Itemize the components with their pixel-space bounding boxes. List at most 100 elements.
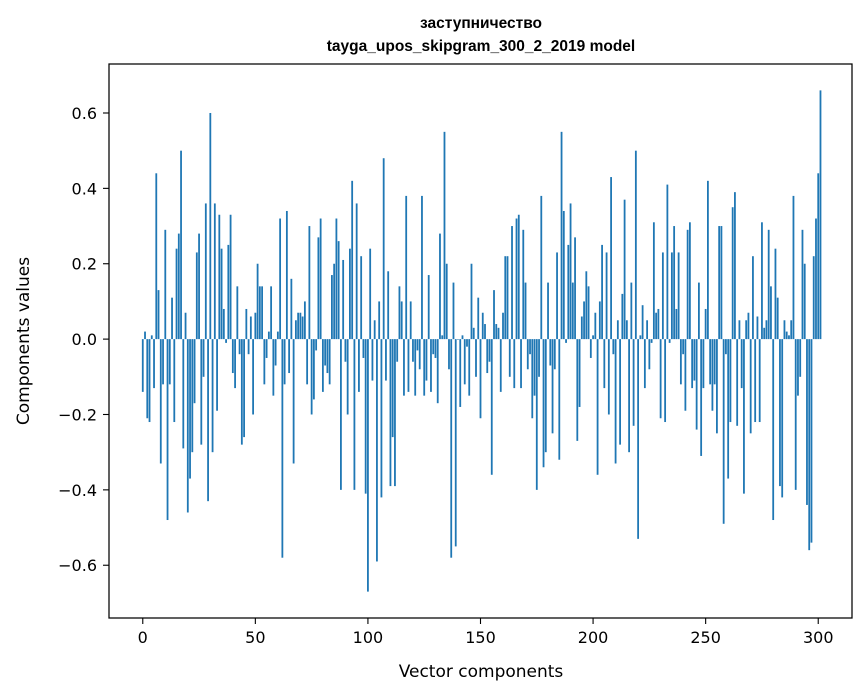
bar [637,339,640,539]
bar [416,339,419,351]
bar [409,301,412,340]
bar [387,271,390,340]
bar [490,339,493,475]
bar [792,195,795,340]
bar [709,339,712,385]
bar [400,301,403,340]
bar [249,316,252,340]
chart-title: заступничество [420,15,542,32]
bar [423,339,426,396]
bar [405,195,408,340]
bar [439,233,441,340]
bar [204,203,207,340]
bar [788,335,790,340]
bar [436,339,439,404]
bar [461,335,464,340]
x-axis-ticks: 0 50 100 150 200 250 300 [138,618,834,647]
bar [141,339,144,392]
bar [308,226,311,340]
bar [790,320,793,340]
bar [457,339,459,340]
bar [421,195,423,340]
bar [713,339,716,385]
bar [515,218,518,340]
bar [218,214,221,340]
bar [454,339,457,547]
bar [668,339,671,343]
bar [551,339,554,434]
bar [628,339,630,453]
bar [743,339,745,494]
bar [562,210,565,340]
bar [504,256,507,340]
bar [299,312,302,340]
bar [819,90,822,340]
bar [202,339,205,377]
bar [607,339,610,415]
bar [533,339,536,396]
bar [540,195,543,340]
bar [625,320,628,340]
bar [547,282,549,340]
bar [601,244,603,340]
bar [810,339,813,543]
bar [450,339,453,558]
bar [556,252,558,340]
bar [367,339,369,592]
bar [466,339,468,347]
bar [781,339,784,498]
bar [342,259,345,340]
bar [355,203,358,340]
bar [736,339,739,426]
bar [240,339,243,445]
bar [684,339,687,411]
bar [797,339,799,396]
bar [612,339,615,355]
bar [432,339,435,355]
bar [517,214,520,340]
bar [382,158,385,340]
bar [380,339,383,498]
bar [360,256,363,340]
bar [745,320,748,340]
bar [495,324,498,340]
bar [274,339,277,366]
bar [211,339,214,453]
bar [553,339,556,370]
bar [150,335,153,340]
bar [538,339,540,377]
bar [315,339,318,351]
bar [765,320,768,340]
bar [670,252,673,340]
bar [276,331,279,340]
bar [173,339,176,423]
bar [643,339,646,389]
bar [191,339,194,453]
bar [720,226,723,340]
bar [567,244,570,340]
bar [704,308,707,340]
bar [263,339,266,385]
bar [803,263,806,340]
bar [358,339,360,392]
bar [441,335,444,340]
bar [707,180,709,340]
bar [182,339,185,449]
bar [761,222,763,340]
bar [229,214,232,340]
bar [700,339,703,456]
bar [324,339,327,366]
bar [200,339,203,445]
bar [596,339,599,475]
bar [258,286,261,340]
bar [812,256,815,340]
bar [531,339,534,419]
bar [623,199,626,340]
bar [238,339,241,355]
bar [290,278,293,340]
bar [693,339,696,381]
bar [808,339,811,551]
bar [763,327,766,340]
bar [688,222,691,340]
bar [499,339,502,392]
